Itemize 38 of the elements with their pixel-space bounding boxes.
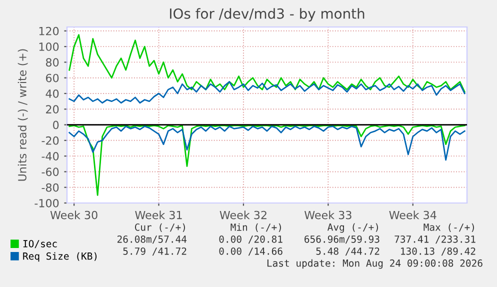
y-tick-label: -20: [42, 136, 59, 145]
legend-label: IO/sec: [23, 240, 57, 248]
y-tick-label: 0: [53, 120, 59, 130]
line-series: [68, 81, 466, 104]
text: 656.96m/59.93: [304, 235, 380, 244]
text: Min (-/+): [230, 223, 281, 232]
legend-label: Req Size (KB): [23, 252, 97, 262]
text: 26.08m/57.44: [117, 235, 187, 244]
y-tick-label: 60: [46, 74, 59, 82]
text: Max (-/+): [424, 223, 474, 232]
text: Cur (-/+): [134, 223, 185, 232]
y-tick-label: -100: [34, 198, 59, 208]
text: 0.00 /14.66: [219, 247, 282, 256]
y-axis-title: Units read (-) / write (+): [18, 49, 28, 181]
text: Avg (-/+): [328, 223, 378, 233]
y-tick-label: 120: [39, 26, 59, 36]
text: 737.41 /233.31: [394, 235, 476, 244]
x-tick-label: Week 33: [304, 210, 352, 220]
y-tick-label: 40: [46, 89, 59, 98]
x-tick-label: Week 32: [220, 210, 266, 220]
text: 5.48 /44.72: [316, 247, 380, 256]
text: 5.79 /41.72: [123, 247, 186, 256]
y-tick-label: 80: [46, 58, 59, 67]
text: 130.13 /89.42: [401, 247, 476, 256]
x-tick-label: Week 34: [389, 210, 436, 220]
text: Last update: Mon Aug 24 09:00:08 2026: [267, 259, 482, 269]
y-tick-label: 20: [46, 105, 59, 114]
y-tick-label: -80: [42, 183, 59, 192]
text: 0.00 /20.81: [219, 235, 282, 244]
x-tick-label: Week 31: [135, 210, 182, 220]
chart-title: IOs for /dev/md3 - by month: [170, 8, 364, 22]
y-tick-label: -60: [42, 168, 59, 176]
x-tick-label: Week 30: [50, 210, 98, 220]
line-series: [68, 34, 466, 93]
line-series: [68, 124, 466, 196]
y-tick-label: 100: [39, 42, 59, 51]
line-series: [68, 126, 466, 161]
y-tick-label: -40: [42, 152, 59, 160]
